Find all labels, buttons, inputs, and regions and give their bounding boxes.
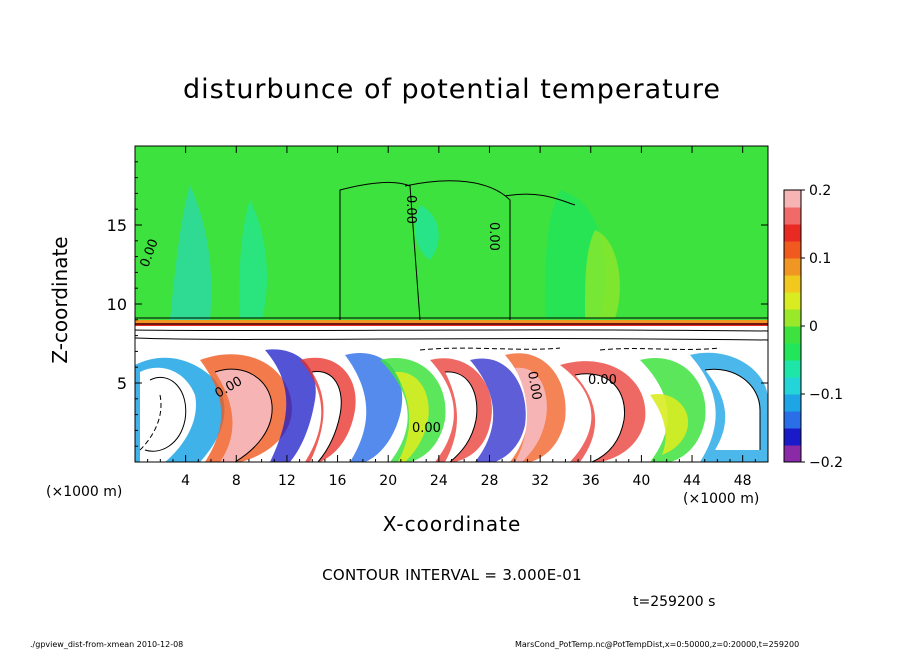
colorbar-swatch <box>784 411 801 429</box>
upper-region <box>135 146 768 322</box>
x-unit-label-left: (×1000 m) <box>46 484 123 500</box>
contour-label: 0.00 <box>486 222 501 251</box>
contour-label: 0.00 <box>588 373 617 388</box>
colorbar-swatch <box>784 309 801 327</box>
colorbar-swatch <box>784 428 801 446</box>
contour-label: 0.00 <box>524 370 544 401</box>
field-layer <box>135 146 768 462</box>
contour-line <box>339 182 421 321</box>
colorbar-tick-label: 0.2 <box>809 183 831 199</box>
colorbar-swatch <box>784 377 801 395</box>
upper-cool-streak <box>239 200 267 318</box>
contour-line <box>311 371 342 462</box>
colorbar-swatch <box>784 343 801 361</box>
colorbar-tick-label: 0 <box>809 319 818 335</box>
contour-line <box>504 193 576 206</box>
x-tick-label: 8 <box>232 473 241 489</box>
y-tick-label: 10 <box>107 295 127 314</box>
colorbar-swatch <box>784 190 801 208</box>
x-tick-label: 20 <box>379 473 397 489</box>
x-tick-label: 4 <box>181 473 190 489</box>
contour-line <box>214 368 273 462</box>
contour-line-dashed <box>599 347 721 351</box>
contour-line <box>135 329 768 332</box>
y-tick-label: 5 <box>117 374 127 393</box>
contour-label: 0.00 <box>403 195 418 224</box>
colorbar-swatch <box>784 241 801 259</box>
contour-layer <box>135 180 768 462</box>
colorbar-tick-label: −0.1 <box>809 387 843 403</box>
colorbar-swatch <box>784 275 801 293</box>
colorbar-swatch <box>784 292 801 310</box>
colorbar-swatch <box>784 394 801 412</box>
contour-line <box>574 373 626 462</box>
contour-line-dashed <box>139 394 162 451</box>
y-axis: 5 10 15 <box>107 161 768 447</box>
interface-white <box>135 326 768 348</box>
upper-cool-plume <box>170 185 212 320</box>
chart-title: disturbunce of potential temperature <box>183 74 721 105</box>
x-tick-label: 44 <box>683 473 701 489</box>
colorbar-tick-label: −0.2 <box>809 455 843 471</box>
colorbar: 0.2 0.1 0 −0.1 −0.2 <box>783 183 843 471</box>
contour-line <box>444 371 478 462</box>
interface-warm <box>135 320 768 323</box>
x-tick-label: 36 <box>582 473 600 489</box>
upper-cool-patch <box>414 205 439 260</box>
x-tick-label: 48 <box>734 473 752 489</box>
colorbar-swatch <box>784 207 801 225</box>
contour-line <box>144 376 187 452</box>
colorbar-swatch <box>784 360 801 378</box>
colorbar-swatch <box>784 326 801 344</box>
colorbar-swatch <box>784 445 801 463</box>
contour-line <box>135 337 768 341</box>
x-tick-label: 12 <box>278 473 296 489</box>
x-axis-label: X-coordinate <box>382 512 522 536</box>
y-axis-label: Z-coordinate <box>48 236 72 364</box>
footer-right-text: MarsCond_PotTemp.nc@PotTempDist,x=0:5000… <box>515 640 800 649</box>
x-tick-label: 28 <box>481 473 499 489</box>
contour-label: 0.00 <box>412 421 441 436</box>
footer-left-text: ./gpview_dist-from-xmean 2010-12-08 <box>30 640 184 649</box>
contour-line <box>404 180 511 320</box>
x-tick-label: 32 <box>531 473 549 489</box>
colorbar-swatch <box>784 224 801 242</box>
colorbar-tick-label: 0.1 <box>809 251 831 267</box>
colorbar-swatch <box>784 258 801 276</box>
upper-warm-core <box>585 230 620 318</box>
x-tick-label: 16 <box>329 473 347 489</box>
time-label: t=259200 s <box>633 594 716 610</box>
contour-interval-text: CONTOUR INTERVAL = 3.000E-01 <box>322 566 582 584</box>
x-tick-label: 40 <box>632 473 650 489</box>
x-axis: 4 8 12 16 20 24 28 32 36 40 44 48 <box>147 146 756 489</box>
x-unit-label-right: (×1000 m) <box>683 491 760 507</box>
contour-line <box>704 368 761 450</box>
x-tick-label: 24 <box>430 473 448 489</box>
y-tick-label: 15 <box>107 216 127 235</box>
contour-line-dashed <box>419 347 561 351</box>
